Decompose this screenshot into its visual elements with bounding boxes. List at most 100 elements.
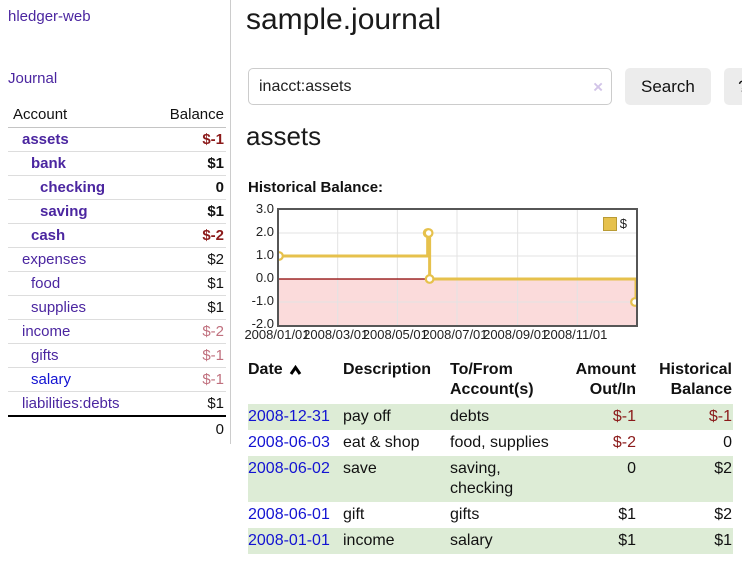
account-row: food $1 bbox=[8, 272, 226, 296]
register-cell-description: eat & shop bbox=[343, 434, 420, 451]
register-header-date: Date bbox=[248, 358, 343, 404]
account-balance: $-1 bbox=[202, 347, 224, 364]
chart-canvas bbox=[274, 210, 640, 325]
register-cell-date: 2008-06-03 bbox=[248, 430, 343, 456]
register-cell-date: 2008-06-02 bbox=[248, 456, 343, 502]
app-title-link[interactable]: hledger-web bbox=[8, 8, 91, 25]
account-link[interactable]: salary bbox=[31, 371, 72, 388]
register-cell-amount: $-1 bbox=[612, 408, 636, 425]
accounts-header-account: Account bbox=[13, 106, 68, 123]
account-row: liabilities:debts $1 bbox=[8, 392, 226, 415]
account-row: saving $1 bbox=[8, 200, 226, 224]
account-link[interactable]: expenses bbox=[22, 251, 87, 268]
register-cell-amount: $1 bbox=[618, 506, 636, 523]
transaction-date-link[interactable]: 2008-12-31 bbox=[248, 408, 330, 425]
register-cell-accounts: salary bbox=[450, 532, 493, 549]
accounts-list: assets $-1 bank $1 checking 0 saving $1 cash $-2 e… bbox=[8, 128, 226, 415]
account-row: income $-2 bbox=[8, 320, 226, 344]
account-balance: $1 bbox=[207, 203, 224, 220]
account-link[interactable]: income bbox=[22, 323, 71, 340]
transaction-date-link[interactable]: 2008-01-01 bbox=[248, 532, 330, 549]
y-axis-tick-label: 3.0 bbox=[255, 200, 274, 216]
accounts-total-value: 0 bbox=[215, 420, 224, 438]
register-cell-accounts: gifts bbox=[450, 506, 480, 523]
account-row: salary $-1 bbox=[8, 368, 226, 392]
chart-label: Historical Balance: bbox=[248, 179, 384, 196]
y-axis-tick-label: 2.0 bbox=[255, 223, 274, 239]
historical-balance-chart: $ 3.0 2.0 1.0 0.0 -1.0 -2.0 2008/01/01 2008/03/… bbox=[244, 200, 722, 348]
sort-ascending-icon bbox=[289, 364, 301, 375]
account-row: bank $1 bbox=[8, 152, 226, 176]
register-header-amount: Amount Out/In bbox=[575, 361, 636, 398]
account-link[interactable]: supplies bbox=[31, 299, 87, 316]
account-row: checking 0 bbox=[8, 176, 226, 200]
legend-swatch-icon bbox=[602, 216, 617, 231]
account-link[interactable]: gifts bbox=[31, 347, 59, 364]
register-cell-accounts: food, supplies bbox=[450, 434, 549, 451]
chart-legend: $ bbox=[602, 216, 627, 231]
register-cell-balance: $2 bbox=[714, 460, 732, 477]
x-axis-tick-label: 2008/09/01 bbox=[483, 327, 549, 342]
account-link[interactable]: cash bbox=[31, 227, 66, 244]
accounts-sidebar: Account Balance assets $-1 bank $1 checking 0… bbox=[8, 102, 226, 441]
x-axis-tick-label: 2008/05/01 bbox=[362, 327, 428, 342]
register-cell-amount: 0 bbox=[627, 460, 636, 477]
register-cell-balance: $-1 bbox=[708, 408, 732, 425]
x-axis-tick-label: 2008/07/01 bbox=[422, 327, 488, 342]
legend-label: $ bbox=[619, 216, 627, 231]
register-cell-description: save bbox=[343, 460, 377, 477]
search-input[interactable] bbox=[248, 68, 612, 105]
register-cell-amount: $-2 bbox=[612, 434, 636, 451]
register-row: 2008-12-31 pay off debts $-1 $-1 bbox=[248, 404, 733, 430]
register-row: 2008-06-02 save saving, checking 0 $2 bbox=[248, 456, 733, 502]
account-row: supplies $1 bbox=[8, 296, 226, 320]
y-axis-tick-label: -2.0 bbox=[251, 315, 274, 331]
account-link[interactable]: food bbox=[31, 275, 61, 292]
register-cell-description: pay off bbox=[343, 408, 391, 425]
account-balance: $-1 bbox=[202, 371, 224, 388]
accounts-total-row: 0 bbox=[8, 415, 226, 441]
date-header-label: Date bbox=[248, 361, 283, 378]
account-link[interactable]: bank bbox=[31, 155, 67, 172]
register-cell-accounts: debts bbox=[450, 408, 490, 425]
y-axis-tick-label: 1.0 bbox=[255, 246, 274, 262]
account-link[interactable]: checking bbox=[40, 179, 106, 196]
x-axis-tick-label: 2008/03/01 bbox=[303, 327, 369, 342]
register-header-row: Date Description To/From Account(s) Amou… bbox=[248, 358, 733, 404]
register-row: 2008-01-01 income salary $1 $1 bbox=[248, 528, 733, 554]
register-row: 2008-06-03 eat & shop food, supplies $-2 0 bbox=[248, 430, 733, 456]
account-heading: assets bbox=[246, 121, 322, 151]
account-link[interactable]: liabilities:debts bbox=[22, 395, 120, 412]
register-cell-date: 2008-12-31 bbox=[248, 404, 343, 430]
register-cell-balance: 0 bbox=[723, 434, 732, 451]
account-balance: $2 bbox=[207, 251, 224, 268]
accounts-header-balance: Balance bbox=[169, 106, 224, 123]
transaction-date-link[interactable]: 2008-06-03 bbox=[248, 434, 330, 451]
register-cell-date: 2008-01-01 bbox=[248, 528, 343, 554]
account-balance: $1 bbox=[207, 275, 224, 292]
register-header-description: Description bbox=[343, 361, 432, 378]
transaction-date-link[interactable]: 2008-06-01 bbox=[248, 506, 330, 523]
y-axis-tick-label: 0.0 bbox=[255, 269, 274, 285]
sidebar-item-journal[interactable]: Journal bbox=[8, 70, 58, 87]
clear-search-icon[interactable]: × bbox=[593, 77, 603, 96]
account-row: expenses $2 bbox=[8, 248, 226, 272]
register-row: 2008-06-01 gift gifts $1 $2 bbox=[248, 502, 733, 528]
register-cell-accounts: saving, checking bbox=[450, 460, 514, 497]
account-balance: 0 bbox=[215, 179, 224, 196]
account-balance: $-2 bbox=[202, 227, 224, 244]
register-cell-date: 2008-06-01 bbox=[248, 502, 343, 528]
account-balance: $-1 bbox=[202, 131, 224, 148]
x-axis-tick-label: 2008/11/01 bbox=[543, 327, 608, 342]
register-table: Date Description To/From Account(s) Amou… bbox=[248, 358, 733, 554]
register-cell-description: gift bbox=[343, 506, 365, 523]
account-link[interactable]: saving bbox=[40, 203, 88, 220]
transaction-date-link[interactable]: 2008-06-02 bbox=[248, 460, 330, 477]
account-link[interactable]: assets bbox=[22, 131, 69, 148]
x-axis-tick-label: 2008/01/01 bbox=[244, 327, 310, 342]
search-button[interactable]: Search bbox=[625, 68, 711, 105]
register-cell-amount: $1 bbox=[618, 532, 636, 549]
account-balance: $1 bbox=[207, 395, 224, 412]
help-button[interactable]: ? bbox=[723, 68, 742, 105]
register-cell-description: income bbox=[343, 532, 395, 549]
